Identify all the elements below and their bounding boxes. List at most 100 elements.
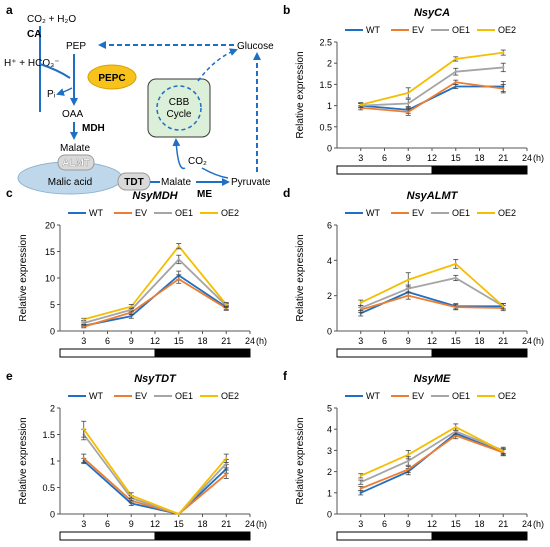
x-tick-label: 15 xyxy=(451,153,461,163)
x-tick-label: 3 xyxy=(81,336,86,346)
x-tick-label: 18 xyxy=(197,336,207,346)
data-point-wt xyxy=(130,314,133,318)
y-axis-label: Relative expression xyxy=(295,234,306,321)
data-point-ev xyxy=(454,81,457,84)
data-point-ev xyxy=(454,434,457,437)
chart-panel-b: b NsyCA WT EV OE1 OE2 Relative expression 0 0.5 1… xyxy=(283,3,544,175)
light-period-bar xyxy=(59,531,156,541)
x-tick-label: 18 xyxy=(474,153,484,163)
label-tdt: TDT xyxy=(124,177,143,188)
data-point-oe1 xyxy=(454,430,457,433)
legend-label-wt: WT xyxy=(89,391,103,401)
dark-period-bar xyxy=(154,531,251,541)
series-line-oe2 xyxy=(83,428,227,516)
x-tick-label: 24 xyxy=(522,336,532,346)
label-almt: ALMT xyxy=(62,158,90,169)
x-tick-label: 18 xyxy=(474,519,484,529)
dark-period-bar xyxy=(431,348,528,358)
x-tick-label: 21 xyxy=(498,336,508,346)
series-line-ev xyxy=(360,81,504,113)
label-mdh: MDH xyxy=(82,123,105,134)
data-point-oe2 xyxy=(454,262,457,266)
series-line-ev xyxy=(360,294,504,311)
x-tick-label: 18 xyxy=(474,336,484,346)
data-point-oe2 xyxy=(225,457,228,460)
chart-title: NsyME xyxy=(414,373,451,385)
y-tick-label: 0 xyxy=(327,510,332,520)
panel-letter-b: b xyxy=(283,3,290,17)
legend-label-oe1: OE1 xyxy=(175,208,193,218)
x-unit-label: (h) xyxy=(533,153,544,163)
cbb-box xyxy=(147,78,211,138)
dark-period-bar xyxy=(431,165,528,175)
data-point-oe1 xyxy=(454,276,457,280)
x-tick-label: 24 xyxy=(522,519,532,529)
data-point-oe2 xyxy=(225,303,228,306)
legend-label-oe1: OE1 xyxy=(452,25,470,35)
arrow-hco3-join xyxy=(39,63,71,79)
data-point-ev xyxy=(407,110,410,114)
x-tick-label: 3 xyxy=(81,519,86,529)
data-point-oe2 xyxy=(407,278,410,281)
series-line-ev xyxy=(83,277,227,328)
light-period-bar xyxy=(59,348,156,358)
panel-letter-c: c xyxy=(6,186,13,200)
series-line-oe2 xyxy=(360,262,504,307)
label-ca: CA xyxy=(27,29,41,40)
light-period-bar xyxy=(336,165,433,175)
series-line-wt xyxy=(83,460,227,515)
x-tick-label: 21 xyxy=(221,336,231,346)
y-tick-label: 1.5 xyxy=(42,430,55,440)
y-axis-label: Relative expression xyxy=(18,417,29,504)
x-tick-label: 6 xyxy=(382,153,387,163)
data-point-oe2 xyxy=(454,57,457,61)
data-point-oe2 xyxy=(130,494,133,497)
legend-label-oe2: OE2 xyxy=(498,208,516,218)
label-malate-2: Malate xyxy=(161,177,191,188)
data-point-oe2 xyxy=(502,450,505,453)
almt-box xyxy=(57,154,95,171)
data-point-wt xyxy=(454,85,457,88)
data-point-wt xyxy=(359,491,362,494)
y-tick-label: 10 xyxy=(45,274,55,284)
chart-title: NsyALMT xyxy=(407,190,459,202)
y-tick-label: 2 xyxy=(327,467,332,477)
light-period-bar xyxy=(336,348,433,358)
legend-label-oe2: OE2 xyxy=(221,208,239,218)
series-line-ev xyxy=(360,434,504,490)
label-co2-h2o: CO₂ + H₂O xyxy=(27,14,76,25)
data-point-oe1 xyxy=(177,258,180,261)
legend-label-wt: WT xyxy=(89,208,103,218)
data-point-oe2 xyxy=(359,301,362,304)
data-point-ev xyxy=(454,305,457,309)
data-point-oe2 xyxy=(130,305,133,308)
series-line-oe2 xyxy=(360,426,504,477)
y-tick-label: 5 xyxy=(327,404,332,414)
label-me: ME xyxy=(197,189,212,200)
data-point-ev xyxy=(177,277,180,281)
x-tick-label: 21 xyxy=(221,519,231,529)
arrow-cbb-glucose xyxy=(197,48,238,82)
y-tick-label: 4 xyxy=(327,425,332,435)
series-line-oe1 xyxy=(360,66,504,107)
legend-label-ev: EV xyxy=(135,391,147,401)
x-tick-label: 6 xyxy=(382,519,387,529)
y-tick-label: 0.5 xyxy=(42,483,55,493)
data-point-oe2 xyxy=(407,453,410,456)
data-point-ev xyxy=(82,325,85,328)
y-tick-label: 20 xyxy=(45,221,55,231)
x-tick-label: 18 xyxy=(197,519,207,529)
data-point-ev xyxy=(407,294,410,297)
label-pyruvate: Pyruvate xyxy=(231,177,271,188)
label-glucose: Glucose xyxy=(237,41,274,52)
series-line-oe1 xyxy=(83,433,227,516)
y-tick-label: 2 xyxy=(50,404,55,414)
legend-label-wt: WT xyxy=(366,208,380,218)
chart-title: NsyTDT xyxy=(134,373,177,385)
x-tick-label: 9 xyxy=(406,519,411,529)
arrow-pi xyxy=(56,87,73,96)
series-line-ev xyxy=(83,457,227,515)
